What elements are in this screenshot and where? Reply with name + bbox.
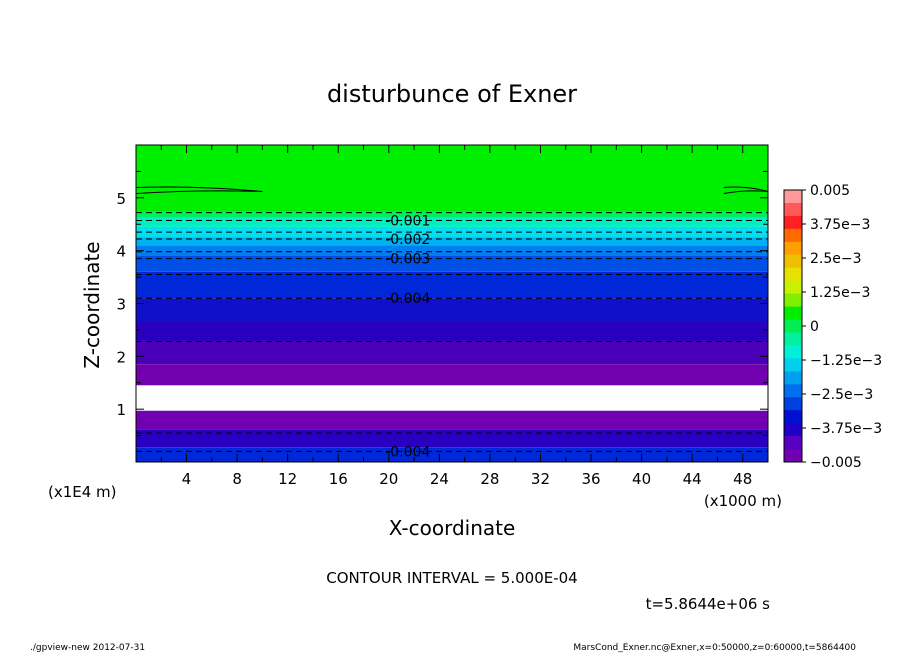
colorbar-swatch bbox=[784, 397, 802, 411]
x-tick-label: 24 bbox=[430, 470, 449, 488]
contour-label: -0.004 bbox=[385, 444, 430, 460]
contour-layer bbox=[136, 145, 768, 212]
colorbar-label: −1.25e−3 bbox=[810, 353, 882, 369]
x-tick-label: 48 bbox=[733, 470, 752, 488]
y-tick-label: 2 bbox=[116, 348, 126, 366]
colorbar-swatch bbox=[784, 190, 802, 204]
colorbar-label: 0.005 bbox=[810, 183, 850, 199]
y-tick-label: 5 bbox=[116, 190, 126, 208]
y-unit-label: (x1E4 m) bbox=[48, 483, 117, 501]
contour-layer bbox=[136, 255, 768, 272]
colorbar-swatch bbox=[784, 371, 802, 385]
colorbar-swatch bbox=[784, 306, 802, 321]
colorbar-swatch bbox=[784, 436, 802, 450]
x-tick-label: 12 bbox=[278, 470, 297, 488]
x-tick-label: 4 bbox=[182, 470, 192, 488]
colorbar-swatch bbox=[784, 319, 802, 333]
contour-layer bbox=[136, 211, 768, 218]
x-tick-label: 32 bbox=[531, 470, 550, 488]
colorbar-swatch bbox=[784, 423, 802, 437]
contour-layer bbox=[136, 429, 768, 448]
contour-interval-note: CONTOUR INTERVAL = 5.000E-04 bbox=[326, 569, 577, 587]
y-tick-label: 3 bbox=[116, 296, 126, 314]
x-tick-label: 8 bbox=[232, 470, 242, 488]
colorbar-swatch bbox=[784, 345, 802, 359]
x-tick-label: 16 bbox=[329, 470, 348, 488]
y-tick-label: 1 bbox=[116, 401, 126, 419]
x-tick-label: 20 bbox=[379, 470, 398, 488]
filled-contour-layers bbox=[136, 145, 768, 462]
contour-layer bbox=[136, 298, 768, 322]
colorbar-swatch bbox=[784, 215, 802, 230]
colorbar-swatch bbox=[784, 202, 802, 217]
colorbar-swatch bbox=[784, 384, 802, 398]
colorbar-swatch bbox=[784, 280, 802, 295]
x-tick-label: 44 bbox=[683, 470, 702, 488]
contour-layer bbox=[136, 245, 768, 256]
y-axis-title: Z-coordinate bbox=[80, 241, 104, 368]
contour-label: -0.002 bbox=[385, 232, 430, 248]
colorbar-swatch bbox=[784, 228, 802, 243]
x-tick-label: 36 bbox=[581, 470, 600, 488]
colorbar-swatch bbox=[784, 358, 802, 372]
contour-label: -0.004 bbox=[385, 291, 430, 307]
contour-label: -0.001 bbox=[385, 214, 430, 230]
footer-program: ./gpview-new 2012-07-31 bbox=[30, 643, 145, 653]
x-unit-label: (x1000 m) bbox=[704, 492, 782, 510]
x-axis-title: X-coordinate bbox=[389, 516, 516, 540]
y-tick-label: 4 bbox=[116, 243, 126, 261]
contour-label: -0.003 bbox=[385, 252, 430, 268]
colorbar-swatch bbox=[784, 410, 802, 424]
contour-layer bbox=[136, 217, 768, 227]
x-tick-label: 40 bbox=[632, 470, 651, 488]
colorbar-label: −3.75e−3 bbox=[810, 421, 882, 437]
contour-layer bbox=[136, 321, 768, 341]
colorbar-label: 0 bbox=[810, 319, 819, 335]
footer-source: MarsCond_Exner.nc@Exner,x=0:50000,z=0:60… bbox=[573, 643, 856, 653]
contour-lines: -0.001 -0.002 -0.003 -0.004 -0.004 bbox=[136, 186, 768, 460]
time-label: t=5.8644e+06 s bbox=[646, 595, 771, 613]
chart-title: disturbunce of Exner bbox=[327, 80, 577, 108]
x-tick-label: 28 bbox=[480, 470, 499, 488]
colorbar-swatch bbox=[784, 254, 802, 269]
colorbar-swatch bbox=[784, 267, 802, 282]
contour-line bbox=[136, 186, 263, 194]
contour-line bbox=[723, 186, 768, 194]
colorbar-swatch bbox=[784, 293, 802, 308]
contour-layer bbox=[136, 364, 768, 386]
contour-layer bbox=[136, 410, 768, 430]
colorbar-swatch bbox=[784, 449, 802, 463]
colorbar-label: 2.5e−3 bbox=[810, 251, 862, 267]
colorbar-swatch bbox=[784, 241, 802, 256]
contour-layer bbox=[136, 447, 768, 462]
contour-layer bbox=[136, 340, 768, 365]
colorbar-label: −0.005 bbox=[810, 455, 862, 471]
colorbar: 0.005 3.75e−3 2.5e−3 1.25e−3 0 −1.25e−3 −2.5e−… bbox=[783, 183, 882, 471]
contour-layer bbox=[136, 271, 768, 299]
colorbar-label: 3.75e−3 bbox=[810, 217, 870, 233]
colorbar-label: −2.5e−3 bbox=[810, 387, 873, 403]
colorbar-swatch bbox=[784, 332, 802, 346]
contour-layer bbox=[136, 385, 768, 411]
colorbar-label: 1.25e−3 bbox=[810, 285, 870, 301]
